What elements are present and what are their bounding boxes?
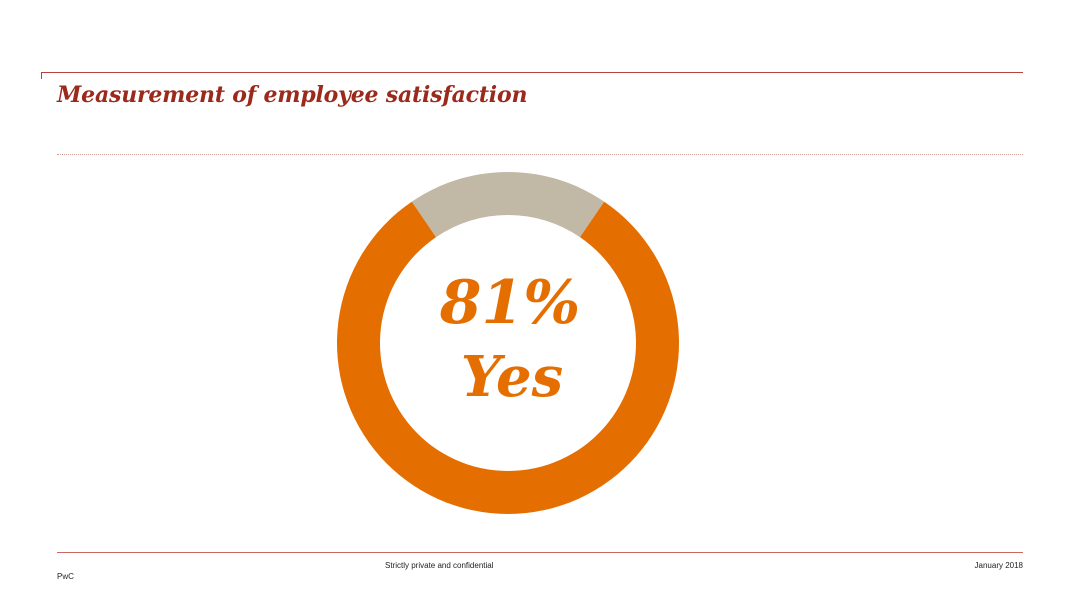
header-rule-tick	[41, 72, 42, 79]
slide-title: Measurement of employee satisfaction	[57, 82, 528, 108]
donut-slice-other	[411, 172, 605, 238]
footer-rule	[57, 552, 1023, 553]
donut-slices	[337, 172, 680, 515]
header-rule	[41, 72, 1023, 73]
footer-date: January 2018	[974, 561, 1023, 570]
center-category-label: Yes	[461, 344, 563, 410]
title-divider	[57, 154, 1023, 155]
footer-brand: PwC	[57, 572, 74, 581]
footer-confidential: Strictly private and confidential	[385, 561, 494, 570]
center-value-label: 81%	[439, 268, 581, 338]
